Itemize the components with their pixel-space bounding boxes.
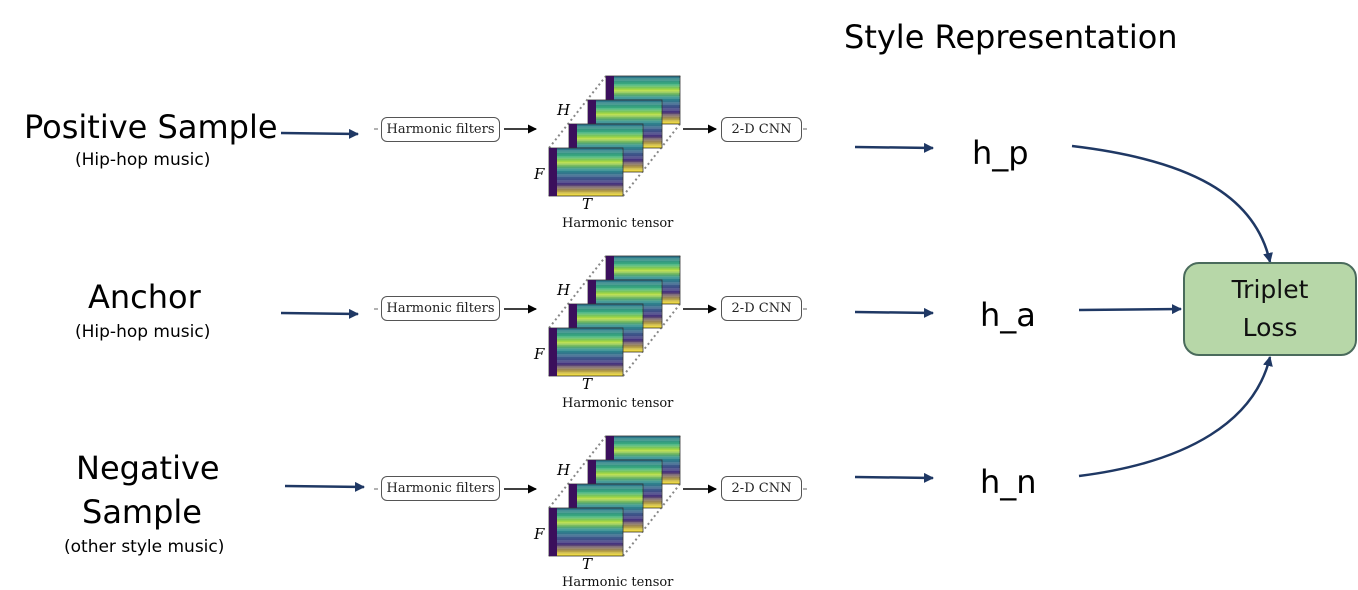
axis-t-positive: T <box>582 195 593 213</box>
harmonic-tensor-stack-anchor <box>548 255 681 377</box>
triplet-loss-line1: Triplet <box>1231 275 1309 304</box>
repr-arrow-anchor <box>854 307 934 318</box>
triplet-loss-box: Triplet Loss <box>1183 262 1357 356</box>
harmonic-tensor-stack-positive <box>548 75 681 197</box>
harmonic-filters-box-positive: Harmonic filters <box>381 117 500 142</box>
triplet-loss-line2: Loss <box>1242 313 1298 342</box>
repr-h-n: h_n <box>980 463 1037 501</box>
positive-sample-subtitle: (Hip-hop music) <box>75 150 211 170</box>
positive-sample-title: Positive Sample <box>24 108 278 146</box>
harmonic-tensor-label-negative: Harmonic tensor <box>562 575 674 590</box>
repr-arrow-negative <box>854 472 934 483</box>
axis-h-anchor: H <box>557 281 571 299</box>
negative-sample-subtitle: (other style music) <box>64 537 225 557</box>
axis-h-positive: H <box>557 101 571 119</box>
negative-sample-title-line1: Negative <box>76 449 220 487</box>
cnn-box-anchor: 2-D CNN <box>721 296 802 321</box>
loss-arrow-negative <box>1078 356 1273 478</box>
harmonic-tensor-stack-negative <box>548 435 681 557</box>
loss-arrow-positive <box>1071 144 1273 263</box>
negative-sample-title-line2: Sample <box>82 493 202 531</box>
harmonic-tensor-label-anchor: Harmonic tensor <box>562 396 674 411</box>
axis-f-negative: F <box>534 525 545 543</box>
cnn-box-positive: 2-D CNN <box>721 117 802 142</box>
anchor-subtitle: (Hip-hop music) <box>75 322 211 342</box>
axis-f-positive: F <box>534 165 545 183</box>
input-arrow-anchor <box>280 308 359 319</box>
axis-h-negative: H <box>557 461 571 479</box>
loss-arrow-anchor <box>1078 304 1182 315</box>
repr-h-a: h_a <box>980 296 1036 334</box>
axis-t-negative: T <box>582 555 593 573</box>
harmonic-filters-box-negative: Harmonic filters <box>381 476 500 501</box>
harmonic-tensor-label-positive: Harmonic tensor <box>562 216 674 231</box>
axis-f-anchor: F <box>534 345 545 363</box>
input-arrow-positive <box>280 128 359 139</box>
anchor-title: Anchor <box>88 278 201 316</box>
cnn-box-negative: 2-D CNN <box>721 476 802 501</box>
repr-h-p: h_p <box>972 134 1029 172</box>
style-representation-header: Style Representation <box>844 18 1178 56</box>
input-arrow-negative <box>284 481 365 492</box>
harmonic-filters-box-anchor: Harmonic filters <box>381 296 500 321</box>
axis-t-anchor: T <box>582 375 593 393</box>
repr-arrow-positive <box>854 142 934 153</box>
